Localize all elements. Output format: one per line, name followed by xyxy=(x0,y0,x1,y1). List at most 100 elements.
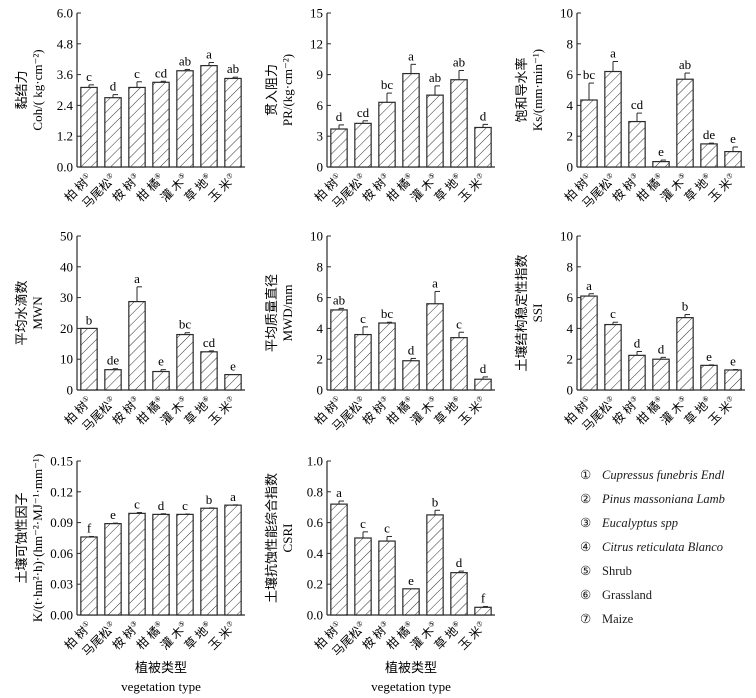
bar xyxy=(330,309,348,391)
x-tick-label-marker: ⑦ xyxy=(725,171,735,181)
x-tick-label-marker: ③ xyxy=(379,171,389,181)
y-axis-title-en: K/(t·hm²·h)·(hm⁻²·MJ⁻¹·mm⁻¹) xyxy=(30,454,45,622)
x-tick-label-marker: ③ xyxy=(379,619,389,629)
x-tick-label-marker: ⑦ xyxy=(225,394,235,404)
x-tick-label-marker: ⑤ xyxy=(677,171,687,181)
legend-item: ③ Eucalyptus spp xyxy=(580,511,725,535)
significance-label: d xyxy=(336,109,343,124)
x-tick-label: 玉 米⑦ xyxy=(456,171,489,204)
bar xyxy=(104,369,122,391)
bar xyxy=(330,128,348,168)
x-tick-label-marker: ⑥ xyxy=(201,171,211,181)
y-tick-label: 0.12 xyxy=(50,484,73,499)
bar xyxy=(354,122,372,168)
x-tick-label-marker: ④ xyxy=(653,171,663,181)
y-tick-label: 8 xyxy=(567,259,574,274)
bar xyxy=(628,354,646,391)
y-tick-label: 0.03 xyxy=(50,577,73,592)
x-tick-label-marker: ① xyxy=(81,619,91,629)
y-axis-title-en: MWD/mm xyxy=(280,284,295,341)
bar xyxy=(580,99,598,168)
significance-label: e xyxy=(730,354,736,369)
significance-label: b xyxy=(86,312,93,327)
legend-marker: ① xyxy=(580,468,592,482)
y-axis-title-en: Ks/(mm·min⁻¹) xyxy=(530,49,545,131)
significance-label: de xyxy=(703,127,716,142)
y-tick-label: 0.8 xyxy=(307,484,323,499)
y-axis-title: 平均水滴数MWN xyxy=(14,280,45,345)
y-axis-title: 土壤可蚀性因子K/(t·hm²·h)·(hm⁻²·MJ⁻¹·mm⁻¹) xyxy=(14,454,45,622)
y-tick-label: 10 xyxy=(310,229,323,244)
y-tick-label: 0.2 xyxy=(307,577,323,592)
bar xyxy=(354,333,372,391)
significance-label: e xyxy=(230,359,236,374)
bar xyxy=(330,503,348,616)
bar xyxy=(652,161,670,168)
y-tick-label: 6 xyxy=(317,98,324,113)
bar xyxy=(378,540,396,616)
bar xyxy=(652,358,670,391)
y-tick-label: 0.0 xyxy=(57,160,73,175)
chart-panel-k: 0.00 0.03 0.06 0.09 0.12 0.15 土壤可蚀性因子K/(t·hm²·… xyxy=(14,454,245,694)
x-tick-label-marker: ⑤ xyxy=(677,394,687,404)
y-tick-label: 2 xyxy=(567,352,574,367)
significance-label: ab xyxy=(179,53,191,68)
x-tick-label-marker: ③ xyxy=(629,394,639,404)
significance-label: d xyxy=(480,108,487,123)
x-tick-label-marker: ① xyxy=(331,619,341,629)
y-tick-label: 0 xyxy=(67,383,74,398)
legend-marker: ④ xyxy=(580,540,592,554)
y-tick-label: 0.0 xyxy=(307,608,323,623)
significance-label: ab xyxy=(227,61,239,76)
bar xyxy=(152,370,170,391)
significance-label: f xyxy=(87,520,92,535)
y-axis-title: 土壤抗蚀性能综合指数CSRI xyxy=(264,473,295,603)
y-tick-label: 1.0 xyxy=(307,454,323,469)
significance-label: d xyxy=(158,498,165,513)
bar xyxy=(426,303,444,391)
x-tick-label-marker: ⑥ xyxy=(201,394,211,404)
x-tick-label-marker: ③ xyxy=(129,619,139,629)
bar xyxy=(426,514,444,616)
significance-label: de xyxy=(107,353,120,368)
x-tick-label: 玉 米⑦ xyxy=(706,394,739,427)
y-tick-label: 0 xyxy=(317,160,324,175)
y-tick-label: 2 xyxy=(317,352,324,367)
significance-label: c xyxy=(134,497,140,512)
y-axis-title-cn: 饱和导水率 xyxy=(514,57,529,122)
legend-item: ⑦ Maize xyxy=(580,607,725,631)
significance-label: cd xyxy=(155,65,168,80)
bar xyxy=(152,81,170,168)
significance-label: e xyxy=(730,131,736,146)
x-tick-label-marker: ① xyxy=(331,394,341,404)
significance-label: c xyxy=(456,316,462,331)
x-tick-label: 玉 米⑦ xyxy=(456,394,489,427)
x-axis-title-en: vegetation type xyxy=(121,679,201,694)
significance-label: a xyxy=(230,489,236,504)
y-tick-label: 4 xyxy=(317,321,324,336)
x-tick-label-marker: ④ xyxy=(653,394,663,404)
significance-label: c xyxy=(360,516,366,531)
bar xyxy=(676,317,694,391)
x-tick-label-marker: ⑥ xyxy=(201,619,211,629)
significance-label: a xyxy=(336,485,342,500)
bar xyxy=(700,364,718,391)
legend-label: Grassland xyxy=(602,588,652,602)
x-tick-label: 玉 米⑦ xyxy=(706,171,739,204)
y-tick-label: 0.00 xyxy=(50,608,73,623)
bar xyxy=(378,322,396,391)
x-tick-label-marker: ① xyxy=(331,171,341,181)
bar xyxy=(176,333,194,391)
x-tick-label-marker: ② xyxy=(605,394,615,404)
y-axis-title-cn: 土壤结构稳定性指数 xyxy=(514,254,529,371)
bar xyxy=(128,512,146,616)
x-tick-label-marker: ② xyxy=(355,619,365,629)
significance-label: cd xyxy=(357,105,370,120)
bar xyxy=(676,78,694,168)
bar xyxy=(450,572,468,616)
bar xyxy=(426,94,444,168)
